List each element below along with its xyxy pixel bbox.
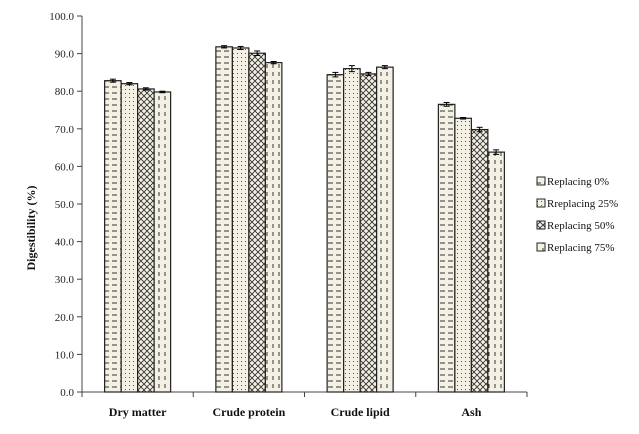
bar-crude-protein-series-3 — [264, 62, 283, 393]
bar-ash-series-3 — [487, 151, 505, 393]
y-axis-title: Digestibility (%) — [24, 186, 38, 271]
y-tick-label: 60.0 — [55, 161, 75, 173]
y-tick-label: 40.0 — [55, 237, 75, 249]
legend-swatch — [536, 220, 546, 230]
legend-label: Replacing 0% — [547, 176, 609, 188]
y-axis: 0.0 10.0 20.0 30.0 40.0 50.0 60.0 70.0 80.0 90.0 1… — [49, 11, 83, 399]
x-category-label: Crude protein — [212, 405, 285, 419]
x-category-label: Dry matter — [109, 405, 167, 419]
y-tick-label: 90.0 — [55, 49, 75, 61]
legend: Replacing 0% Rreplacing 25% Replacing 50% R… — [536, 176, 618, 254]
y-tick-label: 20.0 — [55, 312, 75, 324]
legend-label: Replacing 75% — [547, 242, 615, 254]
bar-crude-protein-series-0 — [215, 46, 233, 393]
category-labels: Dry matter Crude protein Crude lipid Ash — [109, 405, 482, 419]
y-tick-label: 10.0 — [55, 349, 75, 361]
bar-dry-matter-series-3 — [153, 91, 172, 393]
x-category-label: Ash — [461, 405, 481, 419]
bar-dry-matter-series-0 — [104, 80, 122, 393]
legend-swatch — [536, 198, 546, 208]
bar-dry-matter-series-2 — [137, 88, 155, 393]
bar-dry-matter-series-1 — [120, 83, 139, 393]
y-tick-label: 70.0 — [55, 124, 75, 136]
y-tick-label: 0.0 — [60, 387, 74, 399]
bar-crude-protein-series-2 — [248, 52, 266, 393]
legend-swatch — [536, 176, 546, 186]
x-category-label: Crude lipid — [331, 405, 390, 419]
bar-ash-series-0 — [437, 103, 456, 393]
bar-crude-lipid-series-1 — [343, 68, 361, 393]
bar-crude-protein-series-1 — [231, 47, 250, 393]
x-axis — [81, 391, 528, 397]
bar-crude-lipid-series-2 — [359, 73, 378, 393]
legend-label: Replacing 50% — [547, 220, 615, 232]
y-tick-label: 100.0 — [49, 11, 74, 23]
bar-crude-lipid-series-3 — [376, 66, 394, 393]
bar-crude-lipid-series-0 — [326, 74, 345, 393]
legend-label: Rreplacing 25% — [547, 198, 618, 210]
legend-swatch — [536, 242, 546, 252]
y-tick-label: 80.0 — [55, 86, 75, 98]
bar-ash-series-1 — [454, 117, 472, 393]
bar-ash-series-2 — [470, 128, 489, 393]
y-tick-label: 50.0 — [55, 199, 75, 211]
y-tick-label: 30.0 — [55, 274, 75, 286]
bars — [104, 45, 505, 393]
